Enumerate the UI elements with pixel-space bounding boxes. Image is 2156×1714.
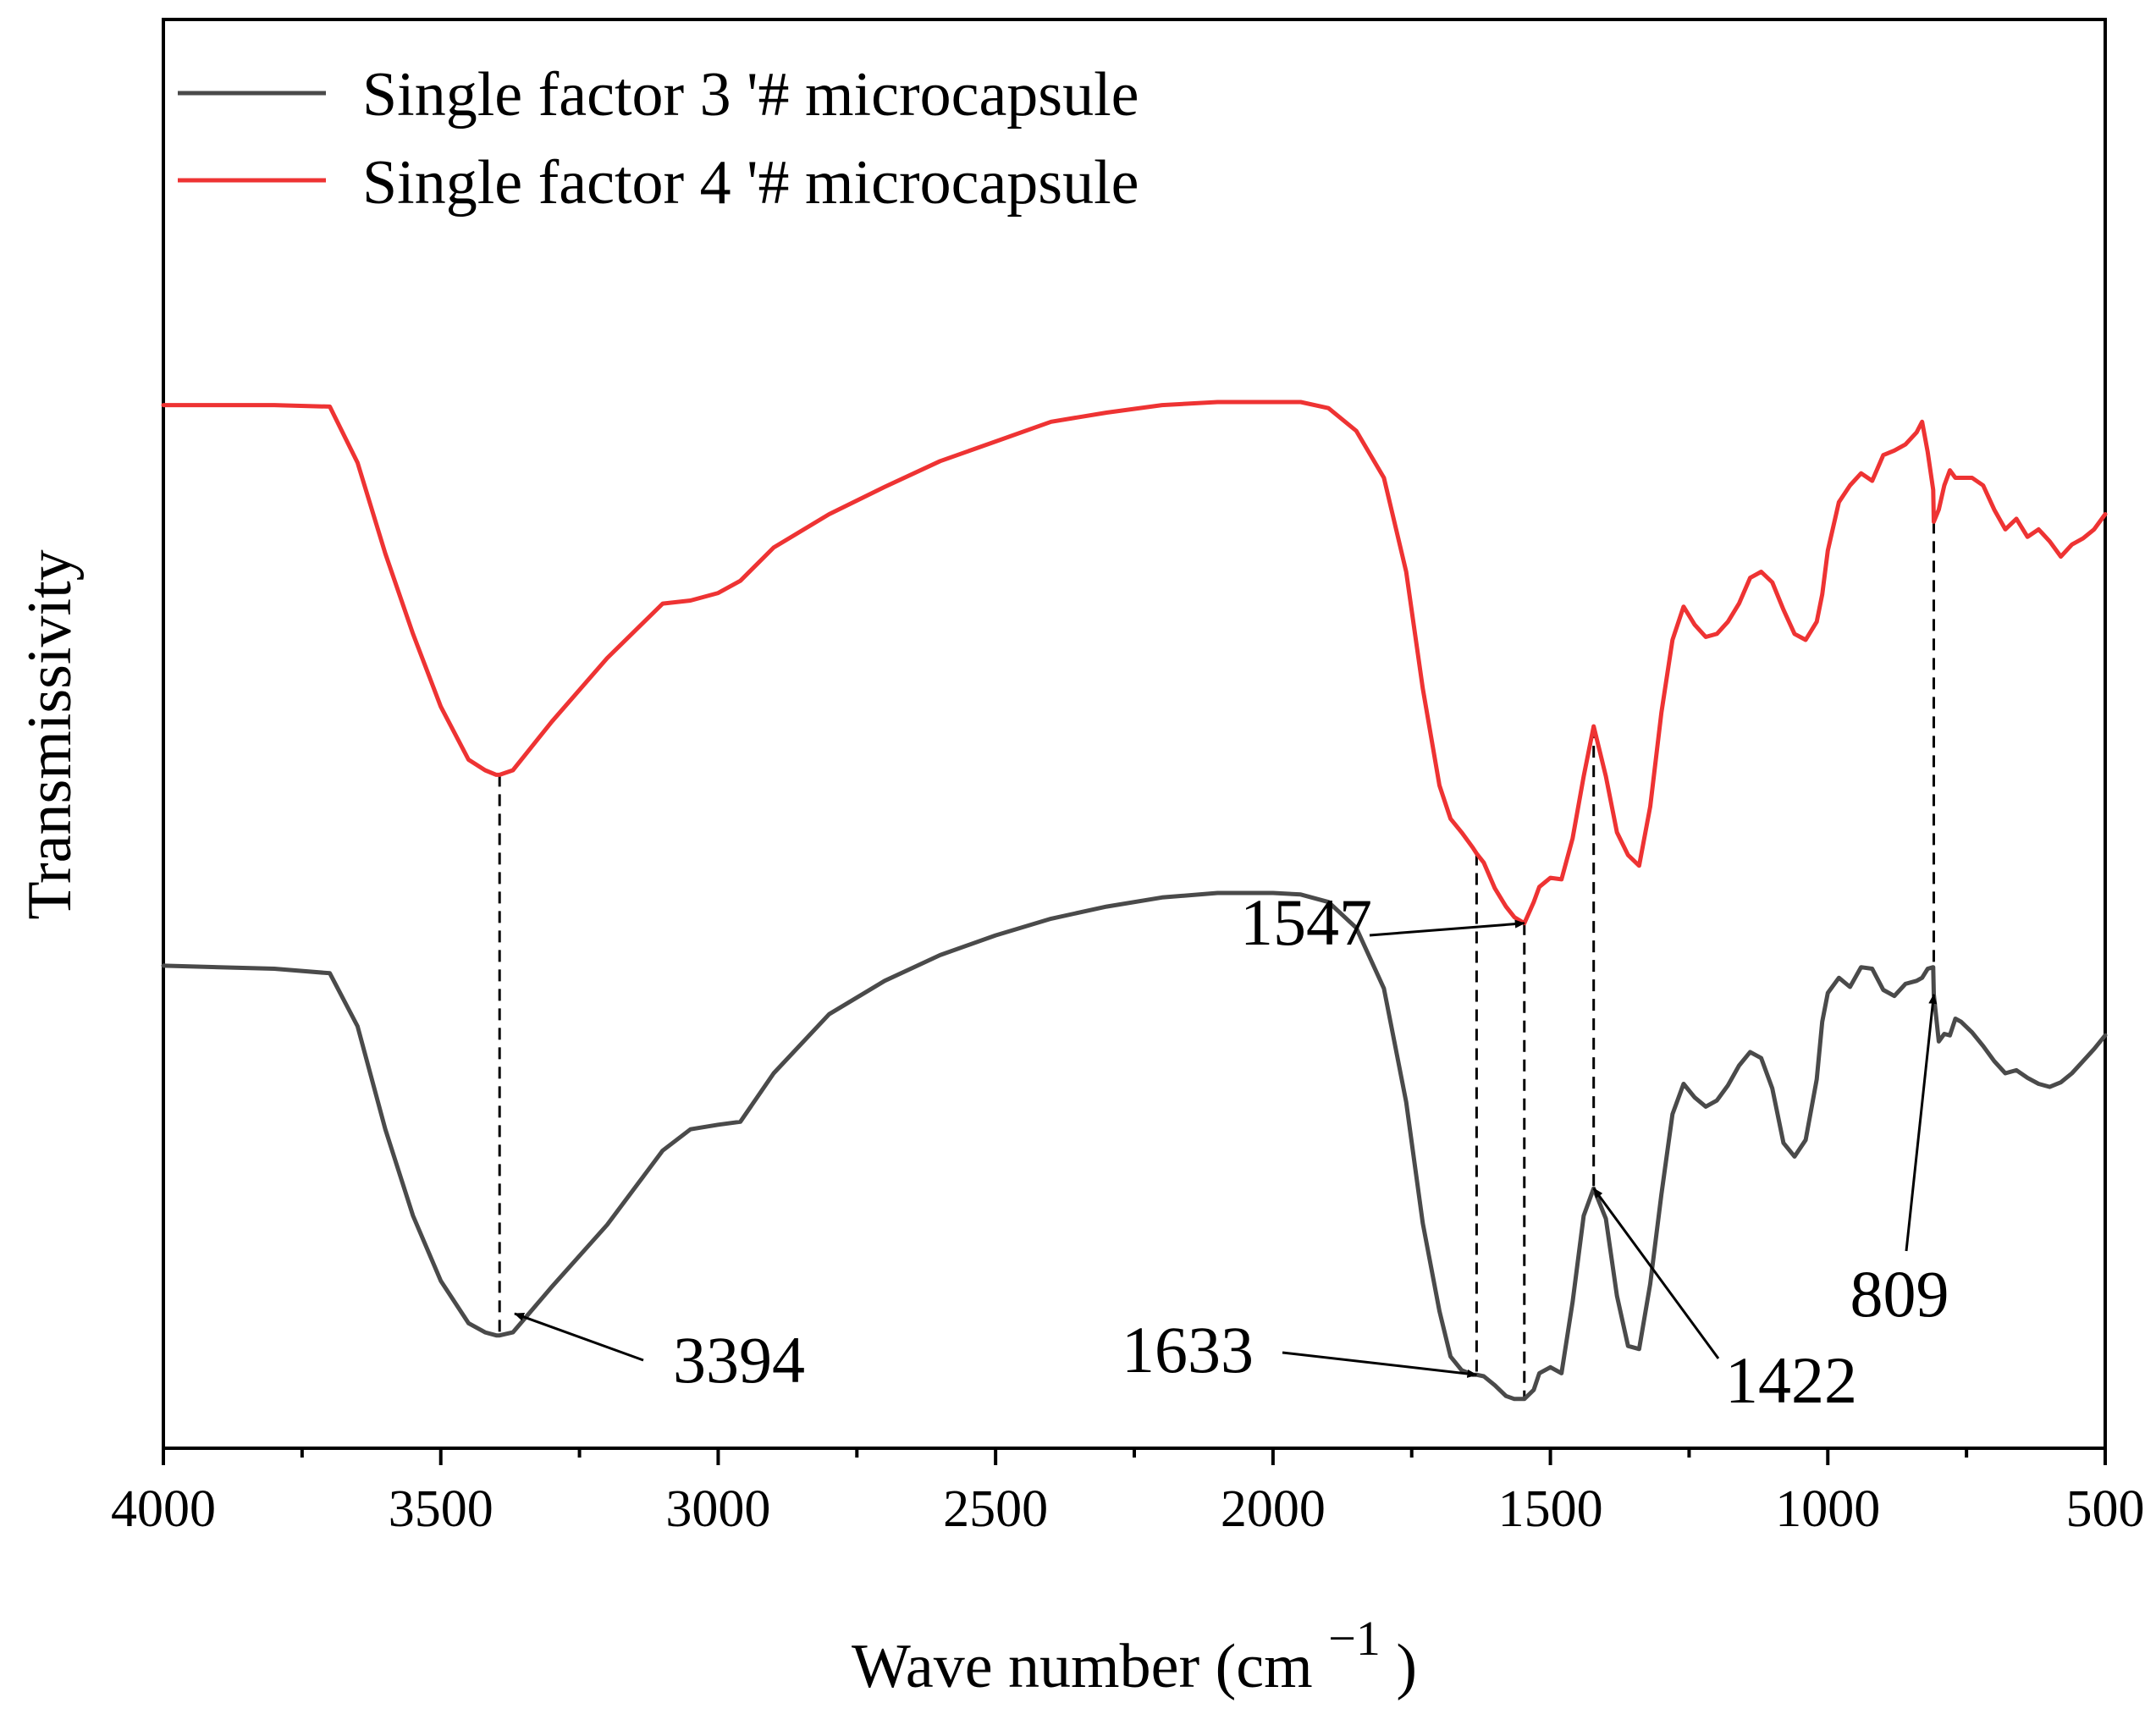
series-line-factor-4 <box>161 400 2108 926</box>
x-tick-label: 1500 <box>1498 1480 1603 1538</box>
annotation-label-809: 809 <box>1850 1257 1949 1331</box>
x-axis-tick-labels: 4000 3500 3000 2500 2000 1500 1000 500 <box>111 1480 2145 1538</box>
x-tick-label: 3500 <box>389 1480 494 1538</box>
x-axis-title-superscript: −1 <box>1328 1611 1381 1666</box>
annotation-label-1633: 1633 <box>1122 1313 1254 1386</box>
x-axis-title: Wave number (cm −1 ) <box>852 1600 1417 1701</box>
x-tick-label: 3000 <box>665 1480 770 1538</box>
annotation-arrow-3394 <box>514 1312 644 1362</box>
x-axis-title-main: Wave number (cm <box>852 1632 1313 1701</box>
y-axis-title: Transmissivity <box>15 549 85 919</box>
x-axis-title-close: ) <box>1396 1632 1417 1701</box>
peak-guide-lines <box>498 521 1935 1399</box>
legend-label-series-3: Single factor 3 '# microcapsule <box>362 60 1139 130</box>
x-tick-label: 1000 <box>1775 1480 1880 1538</box>
annotation-arrow-1547 <box>1369 919 1525 937</box>
annotation-arrow-1422 <box>1592 1188 1720 1359</box>
annotation-arrow-1633 <box>1282 1351 1478 1378</box>
x-tick-label: 500 <box>2066 1480 2145 1538</box>
annotation-label-1422: 1422 <box>1725 1343 1857 1417</box>
x-axis-ticks <box>162 1448 2107 1465</box>
x-tick-label: 4000 <box>111 1480 216 1538</box>
legend-label-series-4: Single factor 4 '# microcapsule <box>362 148 1139 218</box>
annotation-label-1547: 1547 <box>1240 885 1372 959</box>
series-line-factor-3 <box>161 890 2108 1402</box>
series-lines <box>161 400 2108 1402</box>
annotation-arrow-809 <box>1905 993 1938 1252</box>
x-tick-label: 2500 <box>943 1480 1048 1538</box>
x-tick-label: 2000 <box>1221 1480 1326 1538</box>
legend: Single factor 3 '# microcapsule Single f… <box>178 60 1139 218</box>
annotation-label-3394: 3394 <box>673 1323 805 1397</box>
peak-annotations: 3394 1633 1547 1422 809 <box>514 885 1949 1417</box>
